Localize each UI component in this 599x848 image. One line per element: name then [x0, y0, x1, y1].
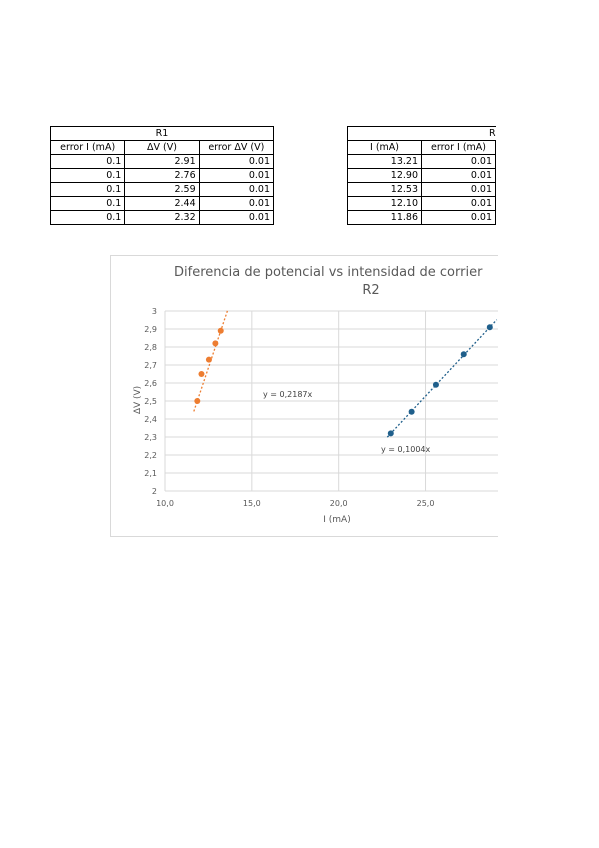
table-cell[interactable]: 0.01	[198, 210, 275, 225]
table-cell-cut	[494, 154, 496, 169]
column-header[interactable]: I (mA)	[347, 140, 422, 155]
table-r2: R I (mA) error I (mA) 13.21 0.01 12.90 0…	[347, 126, 496, 225]
table-cell[interactable]: 2.32	[124, 210, 200, 225]
column-header-cut	[494, 140, 496, 155]
table-cell[interactable]: 2.59	[124, 182, 200, 197]
data-point	[387, 430, 394, 437]
data-point	[212, 340, 219, 347]
table-cell[interactable]: 0.1	[49, 210, 126, 225]
y-tick-label: 2,2	[144, 451, 157, 460]
table-cell[interactable]: 0.1	[49, 196, 126, 211]
table-cell[interactable]: 12.53	[347, 182, 422, 197]
table-row: 0.1 2.91 0.01	[49, 154, 275, 169]
x-tick-label: 25,0	[417, 499, 435, 508]
table-r2-title-text: R	[489, 128, 496, 139]
data-point	[194, 398, 201, 404]
table-row: 0.1 2.59 0.01	[49, 182, 275, 197]
table-row: 11.86 0.01	[347, 210, 496, 225]
y-axis-ticks: 2 2,1 2,2 2,3 2,4 2,5 2,6 2,7 2,8 2,9 3	[144, 307, 157, 496]
table-r2-title: R	[347, 126, 496, 141]
table-cell-cut	[494, 196, 496, 211]
x-tick-label: 10,0	[156, 499, 174, 508]
table-cell[interactable]: 13.21	[347, 154, 422, 169]
y-tick-label: 3	[152, 307, 157, 316]
table-cell[interactable]: 0.01	[198, 196, 275, 211]
data-point	[198, 371, 205, 377]
table-row: 12.90 0.01	[347, 168, 496, 183]
y-tick-label: 2,8	[144, 343, 157, 352]
table-row: 13.21 0.01	[347, 154, 496, 169]
table-cell[interactable]: 0.01	[421, 182, 496, 197]
y-tick-label: 2	[152, 487, 157, 496]
chart-title: Diferencia de potencial vs intensidad de…	[174, 265, 483, 280]
table-cell-cut	[494, 182, 496, 197]
scatter-chart: Diferencia de potencial vs intensidad de…	[133, 265, 498, 525]
table-cell[interactable]: 2.76	[124, 168, 200, 183]
y-tick-label: 2,7	[144, 361, 157, 370]
table-cell[interactable]: 11.86	[347, 210, 422, 225]
table-row: 0.1 2.44 0.01	[49, 196, 275, 211]
column-header[interactable]: ΔV (V)	[124, 140, 200, 155]
y-tick-label: 2,9	[144, 325, 157, 334]
x-tick-label: 15,0	[243, 499, 261, 508]
y-tick-label: 2,3	[144, 433, 157, 442]
table-row: 0.1 2.76 0.01	[49, 168, 275, 183]
y-tick-label: 2,1	[144, 469, 157, 478]
table-row: 12.10 0.01	[347, 196, 496, 211]
y-axis-label: ΔV (V)	[133, 386, 143, 414]
table-cell[interactable]: 12.10	[347, 196, 422, 211]
table-cell[interactable]: 0.01	[198, 182, 275, 197]
data-point	[217, 327, 224, 334]
table-cell-cut	[494, 168, 496, 183]
data-point	[486, 324, 493, 331]
table-row: 12.53 0.01	[347, 182, 496, 197]
table-cell[interactable]: 2.91	[124, 154, 200, 169]
trendline-label-blue: y = 0,1004x	[381, 445, 431, 454]
column-header[interactable]: error I (mA)	[421, 140, 496, 155]
y-tick-label: 2,6	[144, 379, 157, 388]
data-point	[460, 351, 467, 358]
table-cell[interactable]: 0.01	[421, 210, 496, 225]
chart-frame[interactable]: Diferencia de potencial vs intensidad de…	[110, 255, 498, 537]
table-cell[interactable]: 0.01	[421, 154, 496, 169]
column-header[interactable]: error ΔV (V)	[198, 140, 275, 155]
x-axis-label: I (mA)	[323, 515, 350, 525]
chart-grid	[164, 310, 498, 492]
data-point	[432, 381, 439, 388]
data-points	[194, 324, 493, 437]
table-cell[interactable]: 0.1	[49, 168, 126, 183]
table-r1: R1 error I (mA) ΔV (V) error ΔV (V) 0.1 …	[49, 126, 275, 225]
trendline-label-orange: y = 0,2187x	[263, 390, 313, 399]
table-cell-cut	[494, 210, 496, 225]
x-tick-label: 20,0	[330, 499, 348, 508]
y-tick-label: 2,5	[144, 397, 157, 406]
table-cell[interactable]: 2.44	[124, 196, 200, 211]
table-cell[interactable]: 0.01	[421, 168, 496, 183]
table-cell[interactable]: 0.01	[198, 154, 275, 169]
table-r2-clip: R I (mA) error I (mA) 13.21 0.01 12.90 0…	[347, 126, 496, 230]
table-cell[interactable]: 0.01	[421, 196, 496, 211]
x-axis-ticks: 10,015,020,025,03	[156, 499, 435, 508]
chart-subtitle: R2	[362, 283, 379, 298]
table-cell[interactable]: 12.90	[347, 168, 422, 183]
column-header[interactable]: error I (mA)	[49, 140, 126, 155]
table-cell[interactable]: 0.01	[198, 168, 275, 183]
table-cell[interactable]: 0.1	[49, 182, 126, 197]
data-point	[205, 356, 212, 363]
table-cell[interactable]: 0.1	[49, 154, 126, 169]
y-tick-label: 2,4	[144, 415, 157, 424]
data-point	[408, 408, 415, 415]
table-r1-title: R1	[50, 126, 274, 141]
table-row: 0.1 2.32 0.01	[49, 210, 275, 225]
trendline	[386, 319, 498, 438]
